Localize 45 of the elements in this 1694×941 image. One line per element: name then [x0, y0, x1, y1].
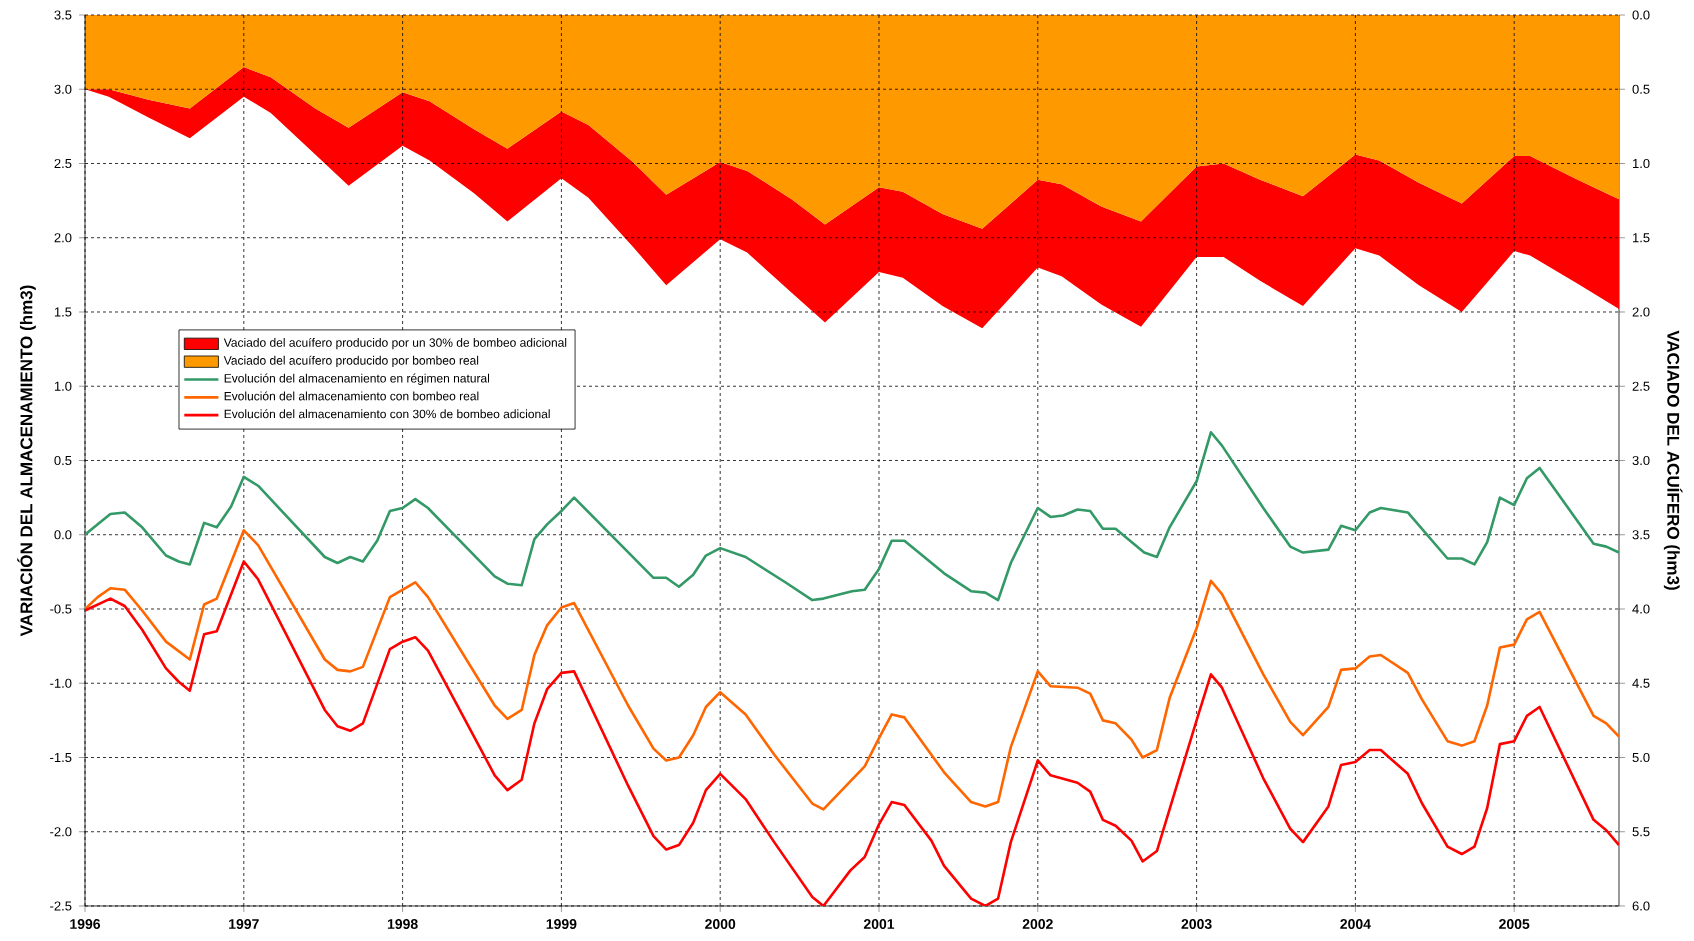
y2-tick-label: 1.0: [1633, 158, 1650, 169]
y-tick-label: -2.5: [50, 901, 72, 911]
y-tick-label: 2.0: [54, 233, 72, 243]
y-tick-label: -0.5: [50, 604, 72, 614]
x-tick-label: 2004: [1340, 919, 1371, 929]
y-tick-label: 3.0: [54, 84, 72, 94]
y2-tick-label: 4.0: [1632, 604, 1650, 614]
x-tick-label: 2003: [1181, 919, 1212, 929]
y-tick-label: 2.5: [54, 158, 72, 169]
y2-tick-label: 6.0: [1632, 901, 1650, 911]
line-series: [85, 430, 1619, 602]
x-tick-label: 2002: [1022, 919, 1053, 929]
x-tick-label: 1996: [70, 919, 101, 929]
line-series: [85, 528, 1619, 811]
y2-tick-label: 0.0: [1632, 10, 1650, 20]
y-tick-label: -2.0: [50, 827, 72, 837]
legend-label: Evolución del almacenamiento con 30% de bombeo adicional: [224, 409, 550, 419]
x-tick-label: 2001: [863, 919, 895, 929]
y-tick-label: -1.5: [50, 752, 72, 763]
y-tick-label: 0.5: [54, 455, 72, 466]
x-tick-label: 2005: [1499, 919, 1530, 929]
y2-tick-label: 2.5: [1632, 381, 1650, 391]
y2-tick-label: 1.5: [1633, 233, 1650, 243]
y-tick-label: 3.5: [54, 10, 72, 20]
legend-label: Evolución del almacenamiento con bombeo real: [224, 391, 479, 401]
legend-label: Vaciado del acuífero producido por un 30% de bombeo adicional: [223, 337, 567, 350]
x-tick-label: 1998: [387, 919, 418, 929]
y-axis-title: VARIACIÓN DEL ALMACENAMIENTO (hm3): [17, 285, 36, 637]
y2-tick-label: 2.0: [1632, 307, 1650, 317]
y-tick-label: -1.0: [50, 678, 72, 688]
x-tick-label: 1997: [229, 919, 259, 929]
y2-tick-label: 4.5: [1632, 678, 1650, 688]
y-tick-label: 0.0: [54, 530, 72, 540]
legend-label: Vaciado del acuífero producido por bombeo real: [223, 355, 479, 368]
x-tick-label: 1999: [546, 919, 577, 929]
y2-axis-title: VACIADO DEL ACUÍFERO (hm3): [1663, 330, 1683, 590]
y-tick-label: 1.0: [54, 381, 72, 391]
y2-tick-label: 0.5: [1632, 84, 1650, 94]
y2-tick-label: 5.5: [1632, 827, 1650, 837]
y2-tick-label: 3.0: [1632, 455, 1650, 466]
legend-label: Evolución del almacenamiento en régimen natural: [224, 373, 490, 385]
y-tick-label: 1.5: [54, 307, 72, 317]
x-tick-label: 2000: [705, 919, 736, 929]
y2-tick-label: 5.0: [1632, 752, 1650, 763]
y2-tick-label: 3.5: [1632, 530, 1650, 540]
